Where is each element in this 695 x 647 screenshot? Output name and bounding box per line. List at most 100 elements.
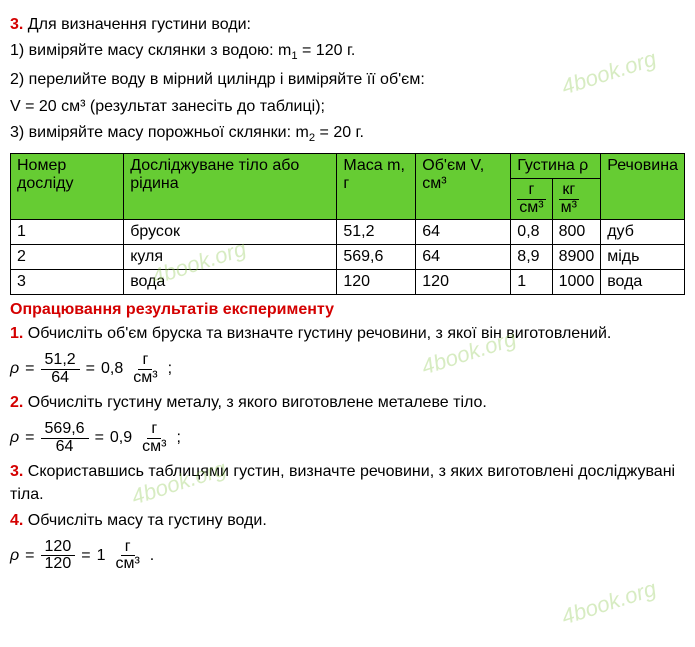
cell: 64	[416, 245, 511, 270]
f2-val: 0,9	[110, 429, 132, 447]
th-body: Досліджуване тіло або рідина	[124, 153, 337, 220]
u1-top: г	[517, 182, 545, 200]
u-top: г	[147, 421, 161, 439]
frac2: 569,664	[41, 421, 89, 456]
section-title: Опрацювання результатів експерименту	[10, 301, 685, 319]
t2-text: Обчисліть густину металу, з якого вигото…	[28, 394, 487, 411]
data-table: Номер досліду Досліджуване тіло або ріди…	[10, 153, 685, 296]
cell: 1	[11, 220, 124, 245]
eq-sign: =	[81, 547, 90, 565]
intro-step2: 2) перелийте воду в мірний циліндр і вим…	[10, 69, 685, 91]
t4-text: Обчисліть масу та густину води.	[28, 512, 267, 529]
t3-text: Скориставшись таблицями густин, визначте…	[10, 463, 675, 502]
t3-num: 3.	[10, 463, 23, 480]
u2-bot: м³	[559, 200, 579, 217]
cell: вода	[601, 270, 685, 295]
unit2: гсм³	[138, 421, 170, 456]
f1-den: 64	[47, 370, 73, 387]
cell: 3	[11, 270, 124, 295]
task4: 4. Обчисліть масу та густину води.	[10, 510, 685, 532]
th-vol: Об'єм V, см³	[416, 153, 511, 220]
t4-num: 4.	[10, 512, 23, 529]
semicolon: ;	[168, 360, 172, 378]
cell: 0,8	[511, 220, 552, 245]
eq-sign: =	[25, 429, 34, 447]
cell: 8,9	[511, 245, 552, 270]
step1-text: 1) виміряйте масу склянки з водою: m	[10, 42, 291, 59]
table-header-row: Номер досліду Досліджуване тіло або ріди…	[11, 153, 685, 178]
table-row: 3 вода 120 120 1 1000 вода	[11, 270, 685, 295]
eq-sign: =	[95, 429, 104, 447]
th-num: Номер досліду	[11, 153, 124, 220]
f2-num: 569,6	[41, 421, 89, 439]
intro-step3: 3) виміряйте масу порожньої склянки: m2 …	[10, 122, 685, 147]
period: .	[150, 547, 154, 565]
th-mass: Маса m, г	[337, 153, 416, 220]
task1: 1. Обчисліть об'єм бруска та визначте гу…	[10, 323, 685, 345]
u-top: г	[138, 352, 152, 370]
cell: 64	[416, 220, 511, 245]
table-row: 1 брусок 51,2 64 0,8 800 дуб	[11, 220, 685, 245]
cell: 1	[511, 270, 552, 295]
intro-step2b: V = 20 см³ (результат занесіть до таблиц…	[10, 96, 685, 118]
u-bot: см³	[129, 370, 161, 387]
cell: брусок	[124, 220, 337, 245]
formula3: ρ = 120120 = 1 гсм³.	[10, 539, 685, 574]
eq-sign: =	[25, 360, 34, 378]
intro-line-title: 3. Для визначення густини води:	[10, 14, 685, 36]
u-bot: см³	[138, 439, 170, 456]
step1-tail: = 120 г.	[298, 42, 356, 59]
f1-val: 0,8	[101, 360, 123, 378]
u1-bot: см³	[517, 200, 545, 217]
frac3: 120120	[41, 539, 76, 574]
semicolon: ;	[176, 429, 180, 447]
u-top: г	[121, 539, 135, 557]
f3-val: 1	[97, 547, 106, 565]
f1-num: 51,2	[41, 352, 80, 370]
cell: мідь	[601, 245, 685, 270]
unit3: гсм³	[111, 539, 143, 574]
th-density-label: Густина ρ	[517, 157, 588, 174]
f3-den: 120	[41, 556, 76, 573]
formula2: ρ = 569,664 = 0,9 гсм³;	[10, 421, 685, 456]
th-density-kgm: кгм³	[552, 178, 601, 220]
cell: вода	[124, 270, 337, 295]
f3-num: 120	[41, 539, 76, 557]
task3: 3. Скориставшись таблицями густин, визна…	[10, 461, 685, 506]
cell: 1000	[552, 270, 601, 295]
cell: дуб	[601, 220, 685, 245]
t2-num: 2.	[10, 394, 23, 411]
th-density-gcm: гсм³	[511, 178, 552, 220]
task2: 2. Обчисліть густину металу, з якого виг…	[10, 392, 685, 414]
cell: 569,6	[337, 245, 416, 270]
rho-symbol: ρ	[10, 360, 19, 378]
intro-step1: 1) виміряйте масу склянки з водою: m1 = …	[10, 40, 685, 65]
intro-num: 3.	[10, 16, 23, 33]
step3-tail: = 20 г.	[315, 124, 364, 141]
cell: куля	[124, 245, 337, 270]
th-substance: Речовина	[601, 153, 685, 220]
f2-den: 64	[52, 439, 78, 456]
th-density: Густина ρ	[511, 153, 601, 178]
frac1: 51,264	[41, 352, 80, 387]
t1-num: 1.	[10, 325, 23, 342]
table-row: 2 куля 569,6 64 8,9 8900 мідь	[11, 245, 685, 270]
rho-symbol: ρ	[10, 429, 19, 447]
cell: 120	[337, 270, 416, 295]
unit1: гсм³	[129, 352, 161, 387]
cell: 51,2	[337, 220, 416, 245]
rho-symbol: ρ	[10, 547, 19, 565]
cell: 2	[11, 245, 124, 270]
eq-sign: =	[86, 360, 95, 378]
formula1: ρ = 51,264 = 0,8 гсм³;	[10, 352, 685, 387]
step3-text: 3) виміряйте масу порожньої склянки: m	[10, 124, 309, 141]
cell: 8900	[552, 245, 601, 270]
cell: 800	[552, 220, 601, 245]
t1-text: Обчисліть об'єм бруска та визначте густи…	[28, 325, 612, 342]
eq-sign: =	[25, 547, 34, 565]
watermark: 4book.org	[558, 576, 659, 631]
cell: 120	[416, 270, 511, 295]
intro-title: Для визначення густини води:	[28, 16, 251, 33]
u2-top: кг	[559, 182, 579, 200]
u-bot: см³	[111, 556, 143, 573]
